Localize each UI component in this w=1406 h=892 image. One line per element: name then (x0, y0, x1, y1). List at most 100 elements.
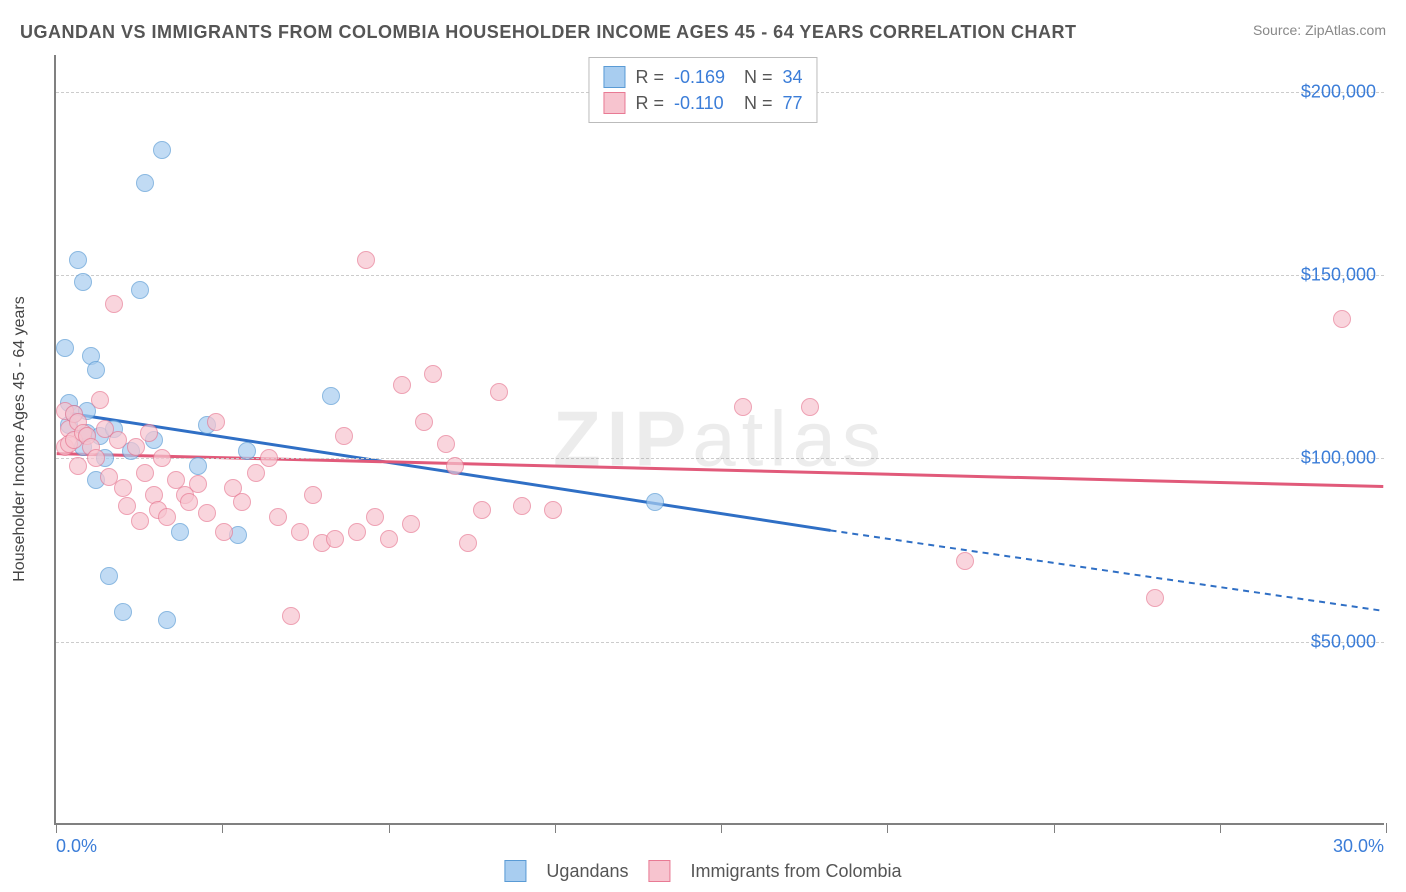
swatch-ugandans (504, 860, 526, 882)
point-ugandans (136, 174, 154, 192)
point-colombia (136, 464, 154, 482)
point-colombia (415, 413, 433, 431)
point-colombia (357, 251, 375, 269)
point-colombia (87, 449, 105, 467)
point-colombia (247, 464, 265, 482)
point-colombia (207, 413, 225, 431)
x-tick (1054, 823, 1055, 833)
point-colombia (473, 501, 491, 519)
point-colombia (366, 508, 384, 526)
point-ugandans (158, 611, 176, 629)
gridline (56, 275, 1384, 276)
point-colombia (335, 427, 353, 445)
point-colombia (513, 497, 531, 515)
swatch-colombia (649, 860, 671, 882)
point-ugandans (56, 339, 74, 357)
x-tick (389, 823, 390, 833)
point-ugandans (74, 273, 92, 291)
point-ugandans (114, 603, 132, 621)
legend-row-ugandans: R = -0.169 N = 34 (603, 64, 802, 90)
gridline (56, 642, 1384, 643)
point-colombia (158, 508, 176, 526)
point-ugandans (646, 493, 664, 511)
point-colombia (1333, 310, 1351, 328)
point-colombia (393, 376, 411, 394)
point-colombia (326, 530, 344, 548)
x-max-label: 30.0% (1333, 836, 1384, 857)
y-tick-label: $150,000 (1301, 265, 1376, 286)
point-ugandans (153, 141, 171, 159)
point-ugandans (131, 281, 149, 299)
point-ugandans (322, 387, 340, 405)
point-colombia (109, 431, 127, 449)
x-tick (721, 823, 722, 833)
point-colombia (1146, 589, 1164, 607)
point-ugandans (189, 457, 207, 475)
point-colombia (956, 552, 974, 570)
point-colombia (215, 523, 233, 541)
legend-correlation: R = -0.169 N = 34 R = -0.110 N = 77 (588, 57, 817, 123)
point-colombia (140, 424, 158, 442)
swatch-ugandans (603, 66, 625, 88)
x-tick (1220, 823, 1221, 833)
legend-label-ugandans: Ugandans (546, 861, 628, 882)
y-axis-title: Householder Income Ages 45 - 64 years (11, 296, 29, 582)
point-colombia (380, 530, 398, 548)
watermark: ZIPatlas (553, 394, 887, 485)
point-colombia (734, 398, 752, 416)
y-tick-label: $50,000 (1311, 631, 1376, 652)
legend-label-colombia: Immigrants from Colombia (691, 861, 902, 882)
point-colombia (233, 493, 251, 511)
point-colombia (91, 391, 109, 409)
point-colombia (282, 607, 300, 625)
point-colombia (437, 435, 455, 453)
point-colombia (105, 295, 123, 313)
swatch-colombia (603, 92, 625, 114)
point-ugandans (171, 523, 189, 541)
point-colombia (131, 512, 149, 530)
point-ugandans (100, 567, 118, 585)
point-ugandans (238, 442, 256, 460)
trend-lines-svg (56, 55, 1384, 823)
point-colombia (189, 475, 207, 493)
point-colombia (198, 504, 216, 522)
legend-row-colombia: R = -0.110 N = 77 (603, 90, 802, 116)
point-colombia (180, 493, 198, 511)
point-colombia (127, 438, 145, 456)
r-label: R = (635, 93, 664, 114)
point-colombia (490, 383, 508, 401)
x-tick (555, 823, 556, 833)
x-min-label: 0.0% (56, 836, 97, 857)
r-label: R = (635, 67, 664, 88)
point-ugandans (87, 361, 105, 379)
point-colombia (446, 457, 464, 475)
point-colombia (544, 501, 562, 519)
plot-area: Householder Income Ages 45 - 64 years ZI… (54, 55, 1384, 825)
n-label: N = (744, 93, 773, 114)
x-tick (1386, 823, 1387, 833)
point-colombia (348, 523, 366, 541)
chart-container: UGANDAN VS IMMIGRANTS FROM COLOMBIA HOUS… (0, 0, 1406, 892)
point-colombia (424, 365, 442, 383)
point-colombia (304, 486, 322, 504)
point-colombia (801, 398, 819, 416)
n-label: N = (744, 67, 773, 88)
r-value-ugandans: -0.169 (674, 67, 734, 88)
gridline (56, 458, 1384, 459)
point-ugandans (69, 251, 87, 269)
chart-title: UGANDAN VS IMMIGRANTS FROM COLOMBIA HOUS… (20, 22, 1077, 43)
legend-series: Ugandans Immigrants from Colombia (504, 860, 901, 882)
y-tick-label: $200,000 (1301, 81, 1376, 102)
x-tick (56, 823, 57, 833)
n-value-ugandans: 34 (783, 67, 803, 88)
point-colombia (291, 523, 309, 541)
point-colombia (269, 508, 287, 526)
r-value-colombia: -0.110 (674, 93, 734, 114)
n-value-colombia: 77 (783, 93, 803, 114)
point-colombia (69, 457, 87, 475)
point-colombia (459, 534, 477, 552)
x-tick (887, 823, 888, 833)
source-attribution: Source: ZipAtlas.com (1253, 22, 1386, 38)
point-colombia (153, 449, 171, 467)
point-colombia (402, 515, 420, 533)
